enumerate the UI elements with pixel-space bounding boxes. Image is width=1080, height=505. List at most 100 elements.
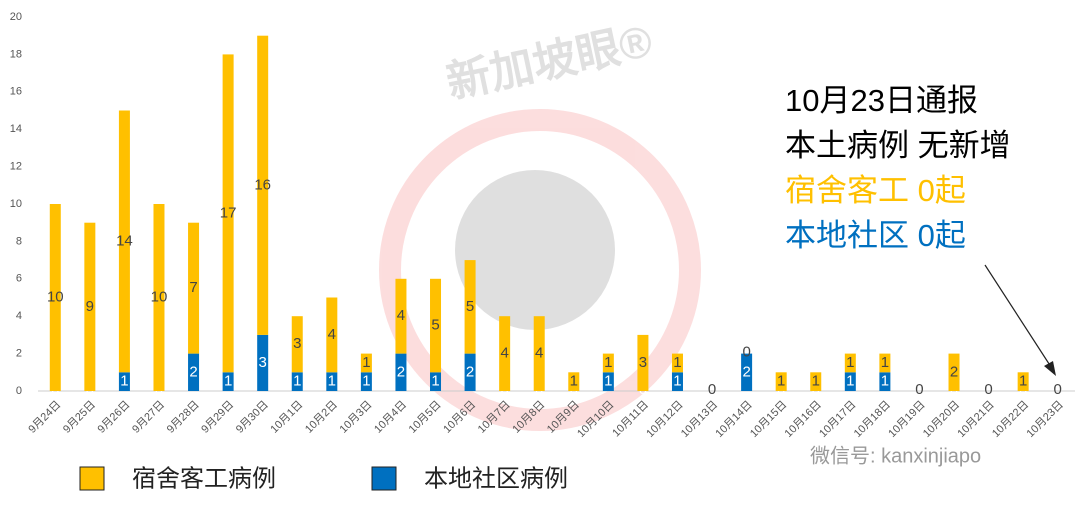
x-tick-label: 10月18日 <box>852 399 893 440</box>
data-label: 2 <box>950 363 958 380</box>
bar-segment <box>637 334 649 391</box>
bar-segment <box>291 316 303 373</box>
x-tick-label: 10月12日 <box>644 399 685 440</box>
y-tick-label: 2 <box>16 348 22 360</box>
data-label: 1 <box>431 373 439 390</box>
watermark-disk <box>455 170 615 330</box>
bar-segment <box>810 372 822 391</box>
data-label: 1 <box>604 373 612 390</box>
y-tick-label: 18 <box>10 48 22 60</box>
data-label: 1 <box>570 373 578 390</box>
x-tick-label: 10月21日 <box>955 399 996 440</box>
y-tick-label: 14 <box>10 123 22 135</box>
data-label: 1 <box>673 373 681 390</box>
bar-segment <box>533 316 545 391</box>
data-label: 1 <box>362 373 370 390</box>
data-label: 1 <box>1019 373 1027 390</box>
bar-segment <box>430 372 442 391</box>
x-tick-label: 9月25日 <box>61 399 98 436</box>
data-label: 17 <box>220 204 237 221</box>
data-label: 0 <box>984 381 992 398</box>
x-tick-label: 10月4日 <box>372 399 409 436</box>
x-tick-label: 9月29日 <box>199 399 236 436</box>
bar-segment <box>499 316 511 391</box>
data-label: 0 <box>708 381 716 398</box>
watermark: 微信号: kanxinjiapo <box>810 444 981 467</box>
x-tick-label: 10月1日 <box>268 399 305 436</box>
data-label: 0 <box>1054 381 1062 398</box>
data-label: 2 <box>466 363 474 380</box>
y-tick-label: 16 <box>10 86 22 98</box>
y-tick-label: 20 <box>10 11 22 23</box>
data-label: 4 <box>535 345 543 362</box>
x-tick-label: 10月15日 <box>748 399 789 440</box>
bar-segment <box>326 372 338 391</box>
watermark: 新加坡眼® <box>442 17 656 108</box>
y-tick-label: 6 <box>16 273 22 285</box>
x-tick-label: 9月24日 <box>26 399 63 436</box>
data-label: 2 <box>742 363 750 380</box>
data-label: 1 <box>224 373 232 390</box>
data-label: 2 <box>397 363 405 380</box>
y-tick-label: 4 <box>16 310 22 322</box>
x-tick-label: 9月26日 <box>96 399 133 436</box>
data-label: 0 <box>915 381 923 398</box>
annotation: 本土病例 无新增 <box>785 128 1011 163</box>
data-label: 3 <box>639 354 647 371</box>
bar-segment <box>188 222 200 354</box>
bar-segment <box>326 297 338 373</box>
y-tick-label: 10 <box>10 198 22 210</box>
bar-segment <box>360 372 372 391</box>
bar-segment <box>360 353 372 373</box>
data-label: 3 <box>259 354 267 371</box>
arrow-head <box>1044 361 1056 376</box>
data-label: 2 <box>189 363 197 380</box>
data-label: 4 <box>500 345 508 362</box>
x-tick-label: 10月19日 <box>886 399 927 440</box>
bar-segment <box>222 54 234 373</box>
bar-segment <box>49 204 61 391</box>
x-tick-label: 10月20日 <box>921 399 962 440</box>
x-tick-label: 9月28日 <box>165 399 202 436</box>
data-label: 4 <box>397 307 405 324</box>
data-label: 10 <box>151 288 168 305</box>
bar-segment <box>671 353 683 373</box>
legend-label: 本地社区病例 <box>424 465 568 492</box>
x-tick-label: 10月5日 <box>407 399 444 436</box>
bar-segment <box>464 353 476 391</box>
bar-segment <box>844 353 856 373</box>
x-tick-label: 10月2日 <box>303 399 340 436</box>
bar-segment <box>222 372 234 391</box>
bar-segment <box>879 353 891 373</box>
data-label: 1 <box>846 354 854 371</box>
bar-segment <box>602 372 614 391</box>
data-label: 1 <box>293 373 301 390</box>
bar-segment <box>948 353 960 391</box>
x-tick-label: 10月3日 <box>338 399 375 436</box>
bar-segment <box>257 35 269 335</box>
data-label: 5 <box>466 298 474 315</box>
data-label: 5 <box>431 317 439 334</box>
bar-segment <box>395 353 407 391</box>
data-label: 7 <box>189 279 197 296</box>
data-label: 9 <box>86 298 94 315</box>
data-label: 3 <box>293 335 301 352</box>
data-label: 1 <box>881 373 889 390</box>
data-label: 1 <box>362 354 370 371</box>
x-tick-label: 10月14日 <box>713 399 754 440</box>
data-label: 1 <box>673 354 681 371</box>
data-label: 0 <box>915 381 923 398</box>
data-label: 4 <box>328 326 336 343</box>
data-label: 1 <box>120 373 128 390</box>
bar-segment <box>879 372 891 391</box>
data-label: 14 <box>116 232 133 249</box>
watermark-mark <box>379 109 701 431</box>
bar-segment <box>1017 372 1029 391</box>
bar-segment <box>118 110 130 373</box>
x-tick-label: 10月16日 <box>783 399 824 440</box>
data-label: 1 <box>812 373 820 390</box>
data-label: 0 <box>708 381 716 398</box>
data-label: 1 <box>881 354 889 371</box>
data-label: 16 <box>254 176 271 193</box>
